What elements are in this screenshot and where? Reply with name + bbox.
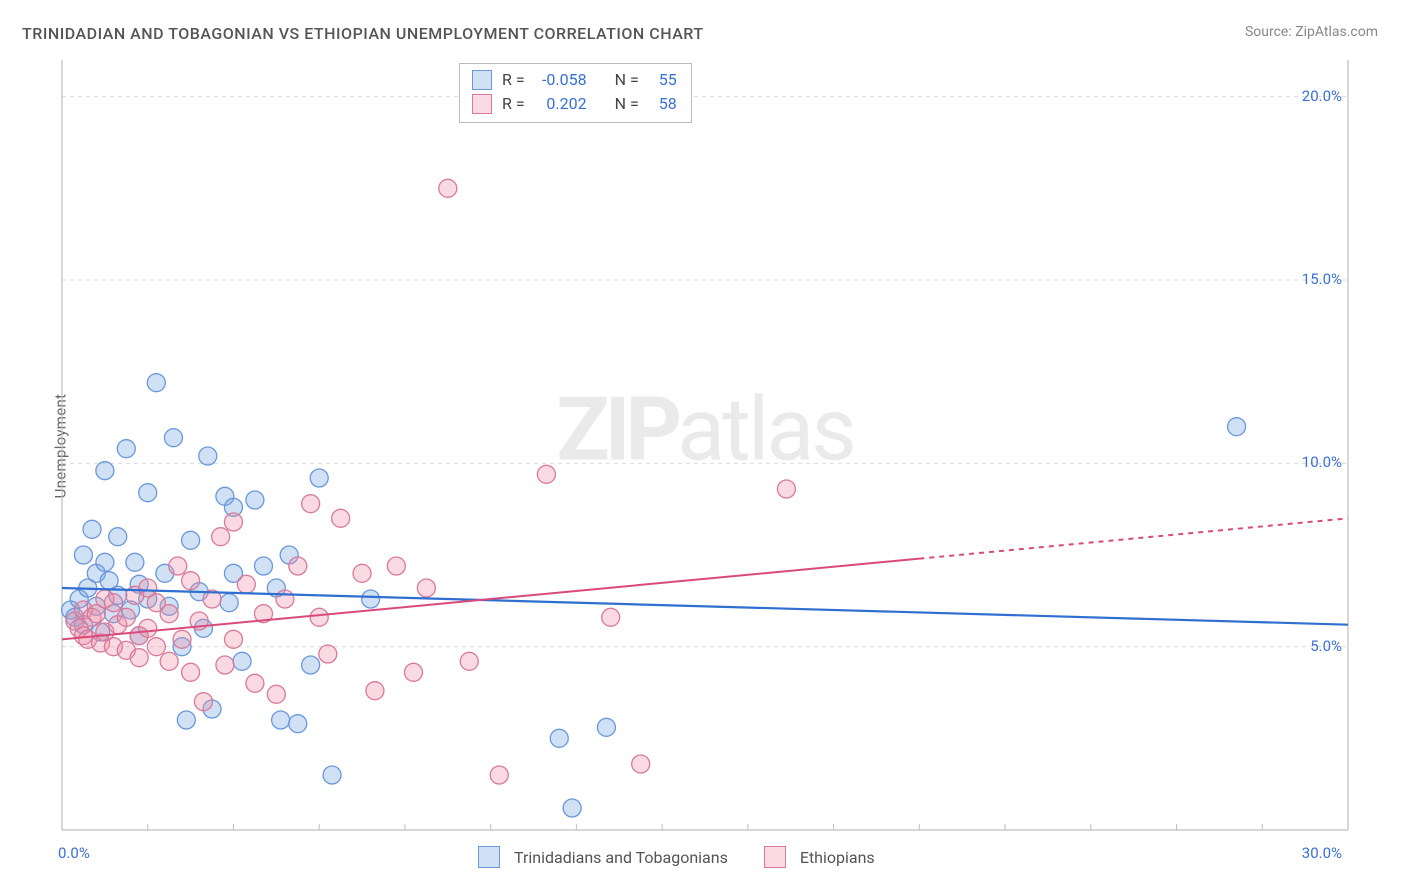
- stats-row: R =-0.058N =55: [472, 68, 677, 92]
- stats-row: R =0.202N =58: [472, 92, 677, 116]
- stats-legend-box: R =-0.058N =55R =0.202N =58: [459, 63, 692, 123]
- chart-title: TRINIDADIAN AND TOBAGONIAN VS ETHIOPIAN …: [22, 24, 704, 43]
- legend-swatch: [764, 846, 786, 868]
- legend-swatch: [478, 846, 500, 868]
- y-tick-label: 5.0%: [1310, 637, 1342, 655]
- y-tick-label: 15.0%: [1302, 270, 1342, 288]
- y-tick-label: 20.0%: [1302, 87, 1342, 105]
- y-tick-label: 10.0%: [1302, 453, 1342, 471]
- series-swatch: [472, 70, 492, 90]
- scatter-svg: [50, 60, 1360, 832]
- legend-label: Ethiopians: [800, 848, 875, 867]
- x-tick-label: 0.0%: [58, 844, 90, 862]
- x-tick-label: 30.0%: [1302, 844, 1342, 862]
- source-credit: Source: ZipAtlas.com: [1245, 24, 1378, 40]
- plot-region: ZIPatlas 5.0%10.0%15.0%20.0%0.0%30.0%: [50, 60, 1360, 830]
- legend-label: Trinidadians and Tobagonians: [514, 848, 728, 867]
- source-link[interactable]: ZipAtlas.com: [1295, 24, 1378, 40]
- series-legend: Trinidadians and Tobagonians Ethiopians: [478, 846, 897, 868]
- source-label: Source:: [1245, 24, 1292, 40]
- series-swatch: [472, 94, 492, 114]
